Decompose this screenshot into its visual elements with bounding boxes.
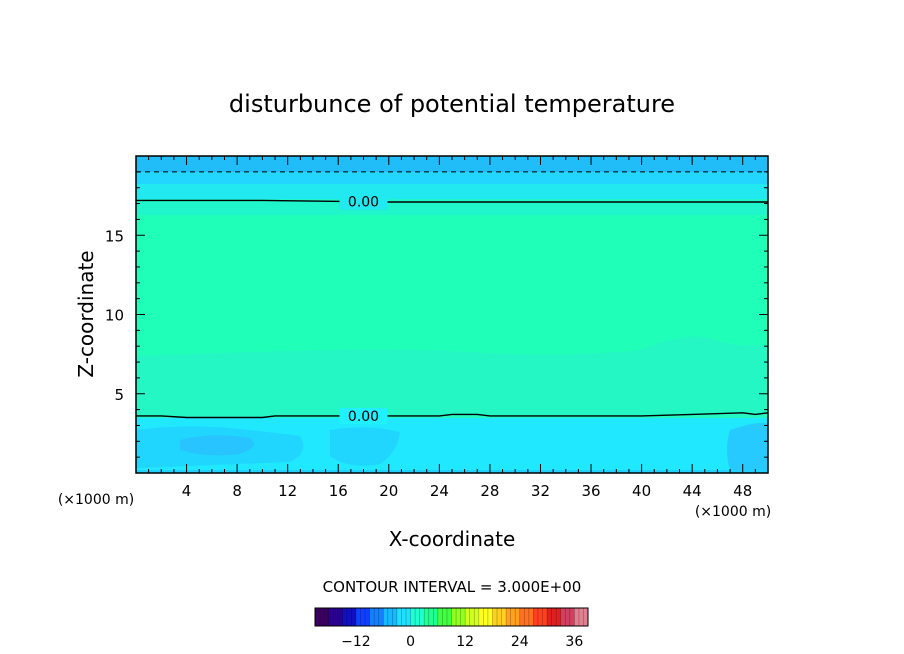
contour-labels: 0.00 0.00	[339, 193, 388, 425]
colorbar-swatch	[424, 608, 439, 626]
colorbar-swatch	[533, 608, 548, 626]
x-tick-label: 20	[379, 482, 398, 500]
heatmap-field	[136, 156, 768, 473]
x-axis-label: X-coordinate	[389, 527, 516, 551]
y-tick-label: 5	[114, 386, 124, 404]
colorbar-swatch	[410, 608, 425, 626]
x-tick-labels: 4 8 12 16 20 24 28 32 36 40 44 48	[182, 482, 752, 500]
contour-interval-text: CONTOUR INTERVAL = 3.000E+00	[323, 578, 582, 596]
x-tick-label: 28	[480, 482, 499, 500]
colorbar-tick-label: 24	[511, 634, 529, 650]
x-tick-label: 44	[683, 482, 702, 500]
colorbar	[314, 607, 589, 627]
colorbar-swatch	[315, 608, 330, 626]
colorbar-swatch	[355, 608, 371, 626]
colorbar-swatch	[328, 608, 343, 626]
contour-label: 0.00	[348, 195, 379, 211]
y-tick-labels: 5 10 15	[105, 227, 124, 404]
axis-ticks	[136, 156, 768, 473]
colorbar-frame	[314, 607, 589, 627]
y-tick-label: 15	[105, 227, 124, 245]
x-tick-label: 8	[232, 482, 242, 500]
colorbar-swatch	[506, 608, 521, 626]
colorbar-swatch	[451, 608, 466, 626]
x-tick-label: 48	[733, 482, 752, 500]
contour-lines	[136, 171, 768, 419]
x-tick-label: 36	[581, 482, 600, 500]
colorbar-swatch	[560, 608, 575, 626]
y-axis-label: Z-coordinate	[74, 250, 98, 377]
colorbar-swatch	[574, 608, 589, 626]
x-tick-label: 12	[278, 482, 297, 500]
colorbar-swatch	[437, 608, 452, 626]
colorbar-swatch	[478, 608, 493, 626]
colorbar-swatch	[383, 608, 398, 626]
x-tick-label: 24	[430, 482, 449, 500]
chart-title: disturbunce of potential temperature	[229, 90, 675, 118]
contour-label-bg	[339, 193, 388, 210]
colorbar-swatch	[547, 608, 562, 626]
x-unit-label-left: (×1000 m)	[58, 492, 134, 508]
colorbar-swatch	[396, 608, 412, 626]
y-tick-label: 10	[105, 307, 124, 325]
colorbar-tick-labels: −12 0 12 24 36	[341, 634, 583, 650]
x-tick-label: 4	[182, 482, 192, 500]
colorbar-swatch	[342, 608, 357, 626]
colorbar-swatch	[492, 608, 507, 626]
colorbar-tick-label: 36	[565, 634, 583, 650]
contour-label-bg	[339, 407, 388, 424]
colorbar-swatch	[519, 608, 534, 626]
x-unit-label-right: (×1000 m)	[695, 504, 771, 520]
x-tick-label: 16	[329, 482, 348, 500]
colorbar-swatch	[369, 608, 384, 626]
contour-line	[136, 412, 768, 419]
contour-label: 0.00	[348, 409, 379, 425]
colorbar-tick-label: 0	[406, 634, 415, 650]
x-tick-label: 32	[531, 482, 550, 500]
x-tick-label: 40	[632, 482, 651, 500]
colorbar-tick-label: 12	[456, 634, 474, 650]
colorbar-swatch	[465, 608, 480, 626]
colorbar-tick-label: −12	[341, 634, 371, 650]
contour-line	[136, 199, 768, 203]
